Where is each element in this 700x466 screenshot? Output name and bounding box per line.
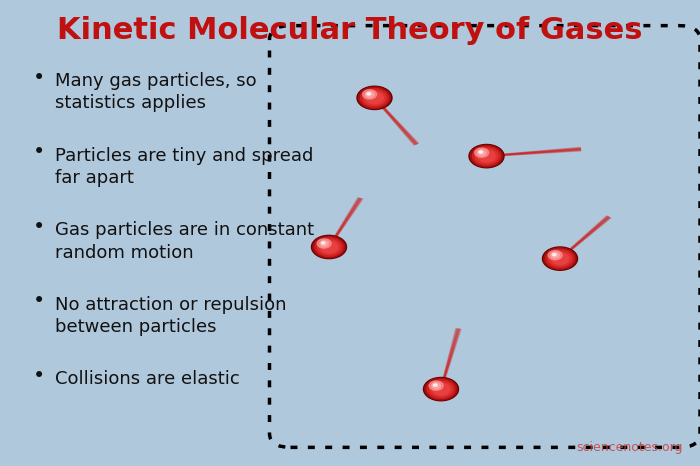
Circle shape <box>317 239 331 248</box>
Text: Particles are tiny and spread
far apart: Particles are tiny and spread far apart <box>55 147 313 187</box>
Circle shape <box>429 381 443 391</box>
Circle shape <box>553 254 557 256</box>
Circle shape <box>433 384 437 386</box>
Circle shape <box>312 235 346 259</box>
Circle shape <box>320 240 328 247</box>
Circle shape <box>548 251 562 260</box>
Circle shape <box>365 91 374 97</box>
Circle shape <box>477 150 486 156</box>
Text: Collisions are elastic: Collisions are elastic <box>55 370 239 389</box>
Circle shape <box>425 378 457 400</box>
Circle shape <box>365 92 384 103</box>
Text: •: • <box>32 142 45 162</box>
Circle shape <box>321 242 325 244</box>
Text: •: • <box>32 68 45 88</box>
Text: No attraction or repulsion
between particles: No attraction or repulsion between parti… <box>55 296 286 336</box>
Circle shape <box>360 89 388 107</box>
Circle shape <box>546 249 574 268</box>
Circle shape <box>430 382 452 397</box>
Circle shape <box>367 93 370 95</box>
Circle shape <box>322 242 326 245</box>
Circle shape <box>475 148 489 158</box>
Circle shape <box>432 383 440 389</box>
Text: Gas particles are in constant
random motion: Gas particles are in constant random mot… <box>55 221 314 261</box>
Circle shape <box>552 254 556 256</box>
Circle shape <box>313 236 345 258</box>
Circle shape <box>469 144 504 168</box>
Text: •: • <box>32 291 45 311</box>
Text: Kinetic Molecular Theory of Gases: Kinetic Molecular Theory of Gases <box>57 16 643 45</box>
Circle shape <box>433 383 449 395</box>
Circle shape <box>427 380 455 398</box>
Circle shape <box>424 377 458 401</box>
Circle shape <box>479 151 482 153</box>
Circle shape <box>549 251 571 266</box>
Circle shape <box>551 252 559 258</box>
Text: sciencenotes.org: sciencenotes.org <box>576 441 682 454</box>
Circle shape <box>473 147 500 165</box>
Circle shape <box>470 145 503 167</box>
Circle shape <box>542 247 578 270</box>
Text: •: • <box>32 217 45 237</box>
Circle shape <box>357 86 392 110</box>
Circle shape <box>544 248 576 269</box>
Circle shape <box>315 238 343 256</box>
Circle shape <box>318 240 340 254</box>
Circle shape <box>434 384 438 387</box>
Circle shape <box>480 151 484 154</box>
Circle shape <box>368 93 372 96</box>
Circle shape <box>358 87 391 109</box>
Circle shape <box>363 89 377 99</box>
Circle shape <box>475 149 498 164</box>
Circle shape <box>321 241 337 253</box>
Text: •: • <box>32 366 45 386</box>
Circle shape <box>477 150 495 162</box>
Circle shape <box>363 90 386 105</box>
Text: Many gas particles, so
statistics applies: Many gas particles, so statistics applie… <box>55 72 256 112</box>
Circle shape <box>552 253 568 264</box>
